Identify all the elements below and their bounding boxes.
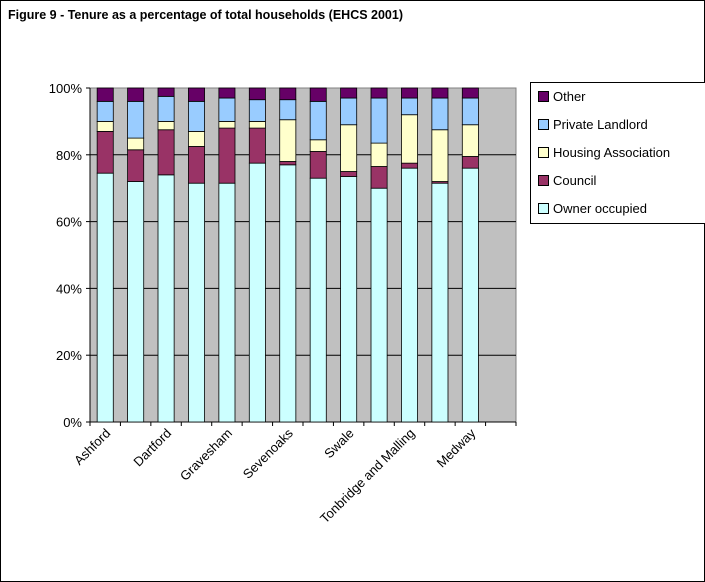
- bar-segment: [127, 100, 145, 139]
- legend-swatch: [538, 202, 549, 214]
- bar-segment: [340, 171, 358, 177]
- bar-segment: [431, 97, 449, 131]
- bar-segment: [431, 87, 449, 99]
- bar-segment: [340, 124, 358, 172]
- y-tick-label: 20%: [56, 348, 82, 363]
- bar-segment: [461, 156, 479, 169]
- bar-segment: [461, 97, 479, 126]
- legend-label: Private Landlord: [553, 116, 648, 132]
- bar-segment: [218, 97, 236, 122]
- bar-segment: [157, 87, 175, 97]
- y-tick-label: 100%: [49, 81, 83, 96]
- chart-legend: Other Private Landlord Housing Association…: [530, 82, 705, 224]
- bar-segment: [461, 124, 479, 157]
- bar-segment: [309, 100, 327, 141]
- legend-swatch: [538, 90, 549, 102]
- legend-item: Other: [538, 88, 586, 104]
- bar-segment: [96, 100, 114, 122]
- y-tick-label: 0%: [63, 415, 82, 430]
- bar-segment: [370, 97, 388, 144]
- legend-swatch: [538, 174, 549, 186]
- legend-label: Other: [553, 88, 586, 104]
- bar-segment: [188, 131, 205, 147]
- bar-segment: [188, 146, 205, 184]
- bar-segment: [188, 100, 205, 132]
- bar-segment: [157, 121, 175, 131]
- bar-segment: [370, 166, 388, 189]
- bar-segment: [127, 149, 145, 182]
- legend-label: Owner occupied: [553, 200, 647, 216]
- bar-segment: [248, 121, 266, 129]
- bar-segment: [248, 127, 266, 164]
- bar-segment: [340, 97, 358, 126]
- bar-segment: [218, 127, 236, 184]
- bar-segment: [96, 172, 114, 423]
- bar-segment: [279, 119, 297, 162]
- y-tick-label: 80%: [56, 148, 82, 163]
- bar-segment: [401, 97, 418, 116]
- bar-segment: [218, 182, 236, 423]
- bar-segment: [461, 167, 479, 423]
- legend-label: Housing Association: [553, 144, 671, 160]
- y-tick-label: 40%: [56, 281, 82, 296]
- bar-segment: [461, 87, 479, 99]
- legend-swatch: [538, 118, 549, 130]
- bar-segment: [401, 87, 418, 99]
- bar-segment: [309, 87, 327, 102]
- legend-item: Housing Association: [538, 144, 670, 160]
- legend-item: Owner occupied: [538, 200, 647, 216]
- bar-segment: [340, 176, 358, 423]
- x-tick-label: Dartford: [130, 426, 174, 470]
- legend-item: Council: [538, 172, 596, 188]
- bar-segment: [218, 87, 236, 99]
- bar-segment: [127, 181, 145, 423]
- bar-segment: [279, 99, 297, 121]
- bar-segment: [96, 131, 114, 174]
- bar-segment: [188, 182, 205, 423]
- bar-segment: [401, 167, 418, 423]
- x-tick-label: Sevenoaks: [240, 425, 296, 481]
- bar-segment: [218, 121, 236, 129]
- bar-segment: [127, 137, 145, 151]
- bar-segment: [401, 162, 418, 169]
- legend-swatch: [538, 146, 549, 158]
- bar-segment: [157, 95, 175, 122]
- bar-segment: [309, 139, 327, 152]
- bar-segment: [370, 187, 388, 423]
- y-tick-label: 60%: [56, 215, 82, 230]
- bar-segment: [309, 151, 327, 179]
- x-tick-label: Medway: [434, 425, 479, 470]
- x-tick-label: Swale: [321, 426, 357, 462]
- bar-segment: [370, 142, 388, 167]
- bar-segment: [157, 129, 175, 176]
- bar-segment: [248, 162, 266, 423]
- bar-segment: [309, 177, 327, 423]
- bar-segment: [401, 114, 418, 164]
- bar-segment: [370, 87, 388, 99]
- bar-segment: [279, 161, 297, 166]
- bar-segment: [248, 87, 266, 101]
- bar-segment: [279, 164, 297, 423]
- bar-segment: [279, 87, 297, 101]
- plot-area: [89, 87, 517, 423]
- bar-segment: [431, 182, 449, 423]
- bar-segment: [248, 99, 266, 122]
- bar-segment: [157, 174, 175, 423]
- x-tick-label: Ashford: [71, 426, 113, 468]
- x-tick-label: Gravesham: [177, 426, 235, 484]
- bar-segment: [96, 121, 114, 132]
- bar-segment: [96, 87, 114, 102]
- bar-segment: [188, 87, 205, 102]
- bar-segment: [431, 129, 449, 182]
- bar-segment: [340, 87, 358, 99]
- legend-item: Private Landlord: [538, 116, 648, 132]
- chart-title: Figure 9 - Tenure as a percentage of tot…: [8, 8, 403, 22]
- bar-segment: [127, 87, 145, 102]
- legend-label: Council: [553, 172, 597, 188]
